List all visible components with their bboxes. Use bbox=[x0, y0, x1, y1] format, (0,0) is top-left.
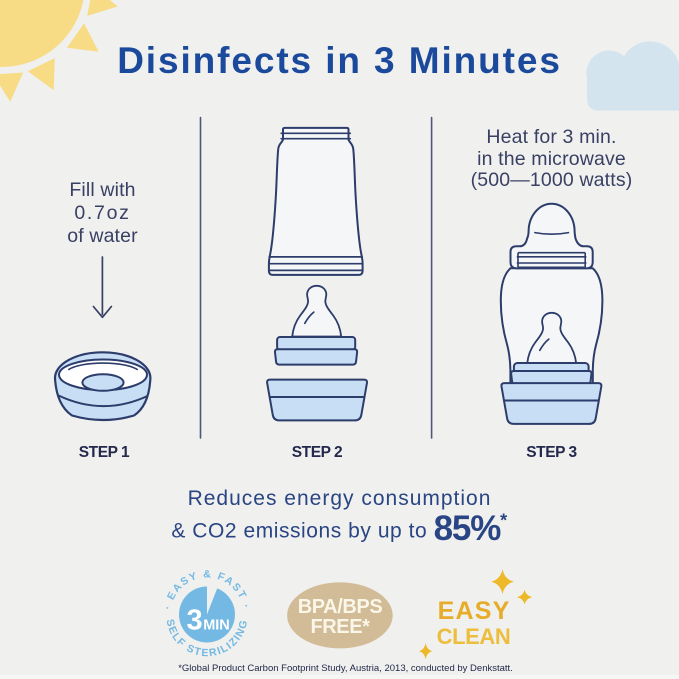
svg-text:3: 3 bbox=[187, 605, 203, 637]
svg-text:MIN: MIN bbox=[203, 618, 230, 634]
